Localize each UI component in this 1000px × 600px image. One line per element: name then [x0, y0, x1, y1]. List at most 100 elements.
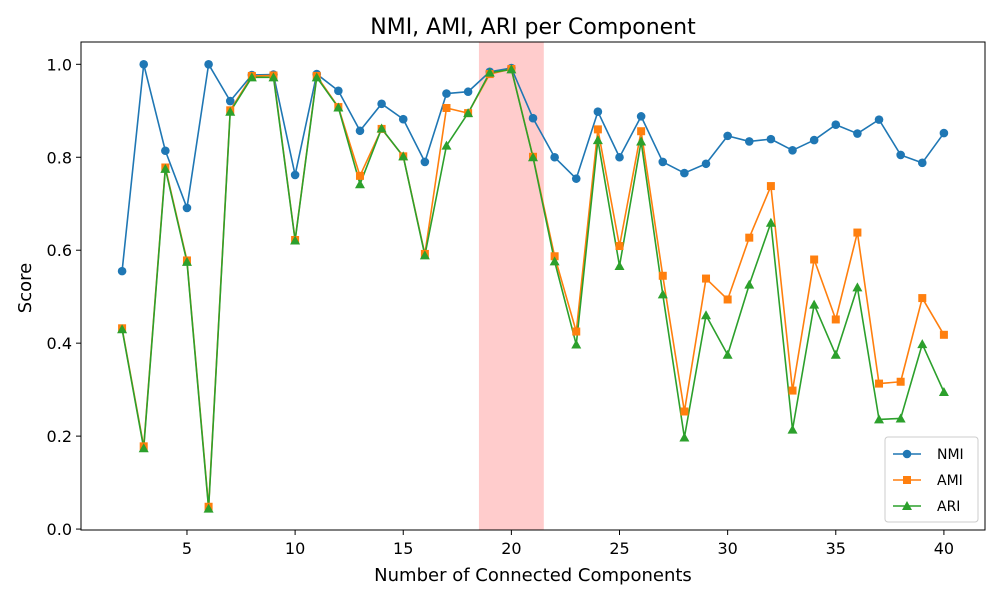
legend-marker-ami: [903, 476, 911, 484]
nmi-point: [161, 146, 170, 156]
ami-point: [355, 171, 364, 180]
ari-point: [614, 261, 625, 271]
ari-point: [657, 289, 668, 299]
ari-point: [138, 443, 149, 453]
ami-point: [745, 233, 754, 242]
ari-point: [809, 299, 820, 309]
series-nmi: [117, 60, 949, 276]
nmi-point: [788, 145, 797, 155]
nmi-point: [809, 135, 819, 145]
ari-point: [160, 163, 171, 173]
x-tick-label: 20: [501, 539, 521, 558]
ami-point: [831, 315, 840, 324]
nmi-point: [874, 115, 884, 124]
nmi-point: [204, 60, 213, 69]
y-axis-label: Score: [15, 263, 36, 313]
nmi-point: [528, 113, 538, 123]
nmi-point: [290, 170, 300, 180]
ari-point: [636, 136, 647, 146]
ari-point: [895, 413, 906, 423]
nmi-point: [377, 99, 386, 109]
ami-point: [550, 252, 559, 261]
ari-point: [203, 503, 214, 513]
ari-point: [938, 386, 949, 396]
ari-point: [787, 424, 798, 434]
ari-point: [917, 339, 928, 349]
nmi-point: [398, 114, 408, 124]
nmi-point: [723, 131, 732, 141]
y-tick-label: 0.6: [47, 241, 72, 260]
ami-point: [875, 379, 884, 388]
ari-point: [268, 72, 279, 82]
ami-point: [572, 327, 581, 336]
ari-point: [852, 282, 863, 292]
nmi-point: [334, 86, 343, 96]
nmi-point: [225, 96, 235, 106]
legend-marker-ari: [902, 501, 912, 510]
plot-frame: [80, 41, 986, 531]
ari-point: [701, 310, 712, 320]
x-tick-label: 30: [717, 539, 737, 558]
y-tick-label: 0.8: [47, 148, 72, 167]
y-tick-label: 0.0: [47, 520, 72, 539]
legend-label-ari: ARI: [937, 499, 960, 515]
ari-point: [181, 256, 192, 266]
ami-point: [680, 407, 689, 416]
x-tick-label: 40: [934, 539, 954, 558]
ami-point: [918, 294, 927, 303]
ari-point: [419, 250, 430, 260]
ami-point: [810, 255, 819, 264]
x-tick-label: 35: [826, 539, 846, 558]
ari-point: [874, 414, 885, 424]
nmi-point: [571, 174, 581, 183]
nmi-point: [917, 158, 927, 168]
ari-point: [354, 179, 365, 189]
ari-point: [765, 217, 776, 227]
nmi-point: [701, 159, 711, 169]
plot-area: 5 10 15 20 25 30 35 40 0.0 0.2 0.4 0.6 0.8 1.0: [47, 41, 986, 558]
ari-point: [463, 108, 474, 118]
ari-point: [722, 349, 733, 359]
y-tick-label: 0.4: [47, 334, 72, 353]
ami-point: [723, 295, 732, 304]
ari-point: [441, 140, 452, 150]
legend-label-ami: AMI: [937, 473, 963, 489]
nmi-point: [420, 157, 430, 167]
ari-point: [333, 102, 344, 112]
ari-point: [571, 339, 582, 349]
ami-point: [896, 377, 905, 386]
legend-box: [884, 436, 979, 523]
nmi-point: [744, 137, 754, 146]
nmi-point: [636, 112, 646, 121]
ami-point: [788, 386, 797, 395]
x-axis-label: Number of Connected Components: [374, 565, 692, 586]
series-ari: [117, 64, 949, 513]
ari-point: [311, 72, 322, 82]
y-tick-label: 0.2: [47, 427, 72, 446]
nmi-point: [680, 168, 689, 178]
ami-point: [442, 103, 451, 112]
ari-point: [744, 279, 755, 289]
ami-point: [702, 274, 711, 283]
ari-point: [376, 123, 387, 133]
nmi-point: [139, 60, 149, 69]
nmi-point: [550, 152, 559, 162]
highlight-span: [478, 42, 544, 530]
nmi-point: [182, 203, 192, 213]
nmi-point: [355, 126, 365, 136]
nmi-point: [766, 134, 776, 144]
nmi-point: [658, 157, 668, 167]
x-tick-label: 10: [285, 539, 305, 558]
x-tick-label: 5: [182, 539, 192, 558]
chart-title: NMI, AMI, ARI per Component: [370, 15, 696, 40]
ari-point: [398, 151, 409, 161]
nmi-point: [442, 89, 451, 98]
ari-point: [225, 106, 236, 116]
nmi-point: [831, 120, 841, 130]
x-tick-label: 15: [393, 539, 413, 558]
ari-point: [506, 64, 517, 74]
ari-point: [246, 72, 257, 82]
legend-label-nmi: NMI: [937, 447, 964, 463]
ami-point: [615, 242, 624, 251]
